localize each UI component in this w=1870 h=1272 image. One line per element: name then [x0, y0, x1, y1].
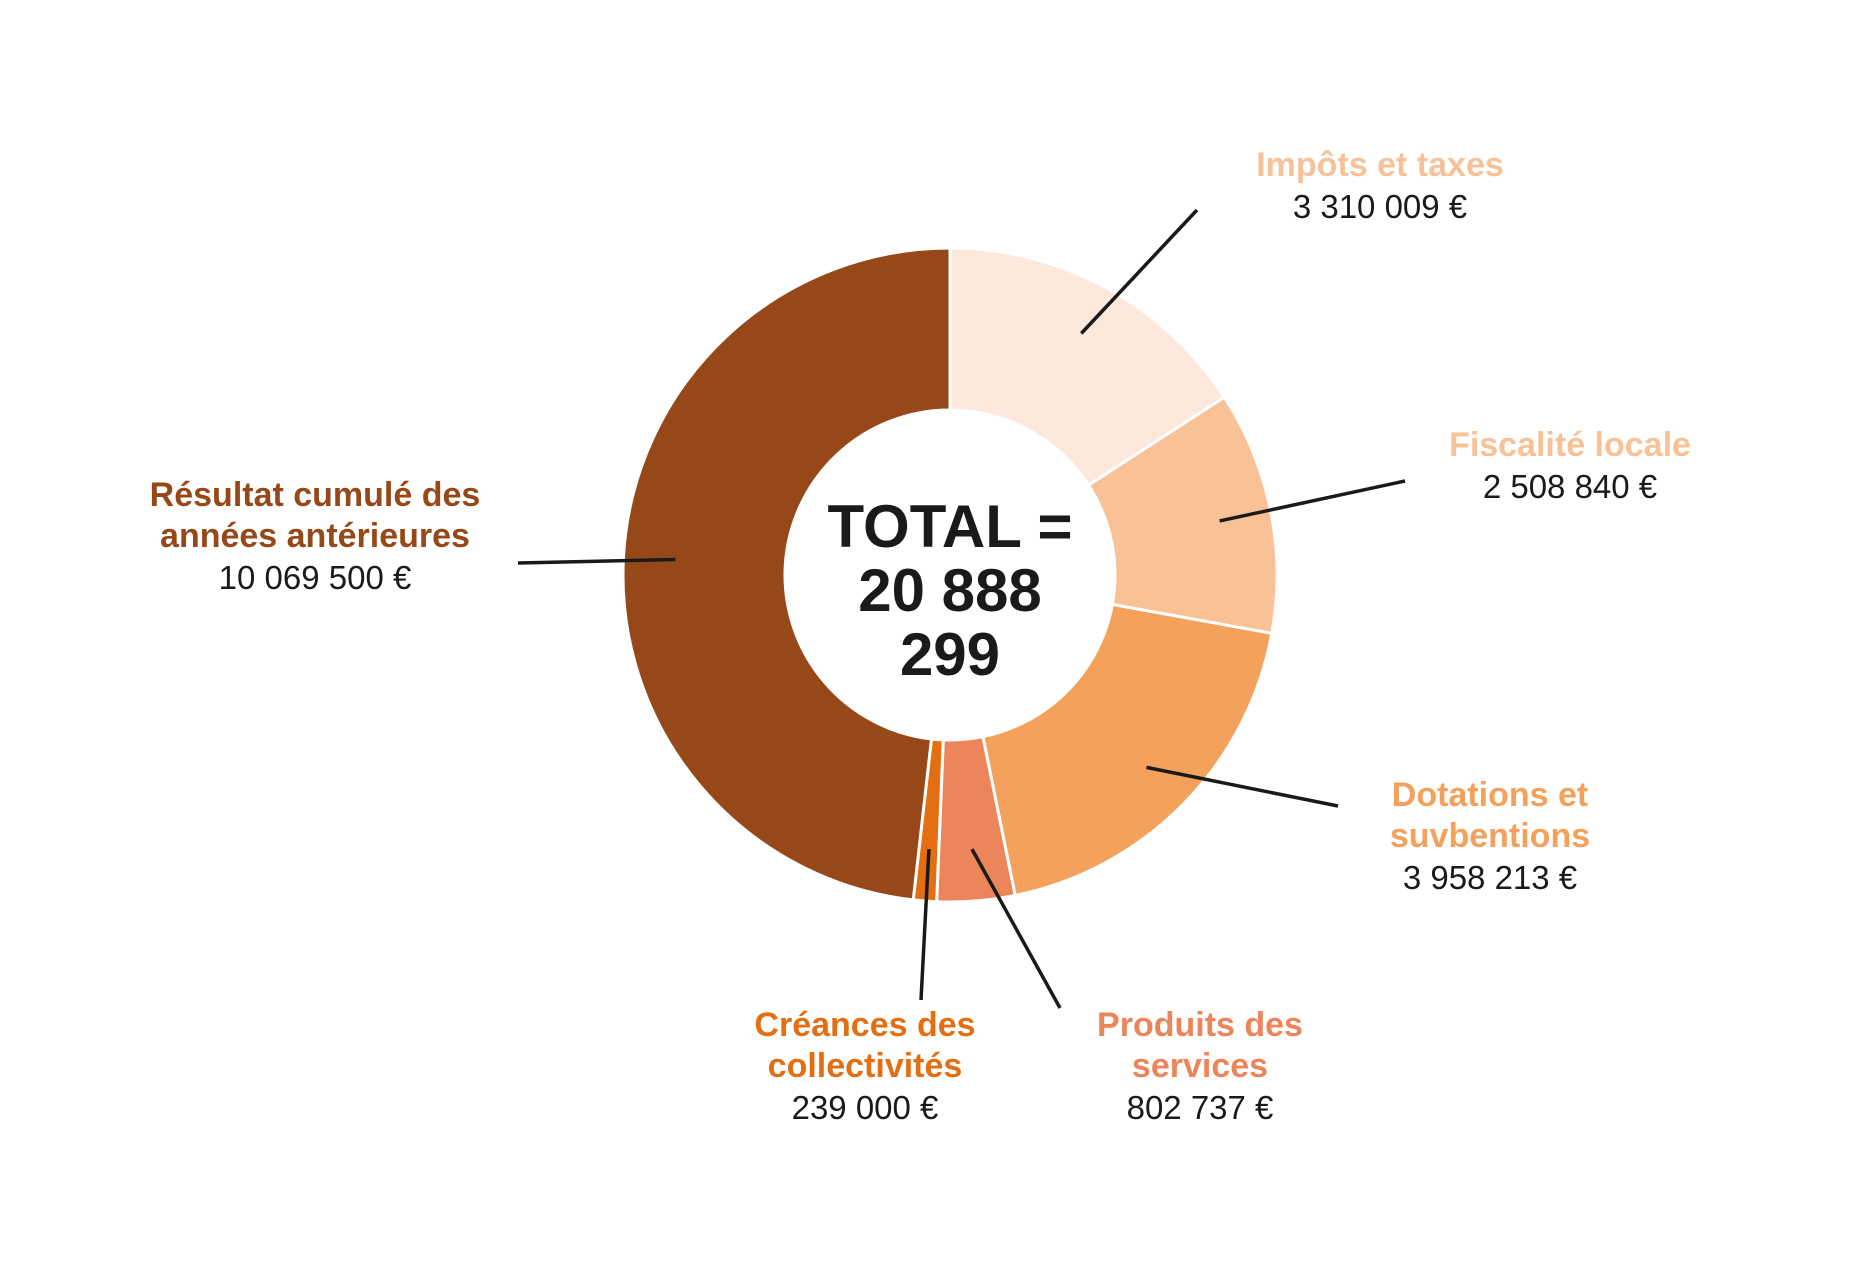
slice-value: 3 310 009 € — [1292, 188, 1468, 225]
total-title: TOTAL = — [827, 493, 1073, 560]
slice-value: 239 000 € — [791, 1089, 939, 1126]
label-impots-et-taxes: Impôts et taxes 3 310 009 € — [1200, 145, 1560, 227]
total-label: TOTAL = 20 888 299 — [800, 495, 1100, 687]
leader-line-3 — [970, 848, 1062, 1009]
leader-line-4 — [919, 849, 931, 1001]
slice-label: Produits des services — [1097, 1006, 1303, 1085]
slice-value: 2 508 840 € — [1482, 468, 1658, 505]
slice-value: 802 737 € — [1126, 1089, 1274, 1126]
leader-line-0 — [1080, 208, 1199, 335]
label-creances: Créances des collectivités 239 000 € — [720, 1005, 1010, 1128]
slice-label: Créances des collectivités — [754, 1006, 976, 1085]
slice-5 — [621, 246, 952, 902]
leader-line-1 — [1219, 479, 1406, 523]
leader-line-5 — [517, 557, 676, 565]
leader-lines — [517, 208, 1406, 1009]
slice-label: Fiscalité locale — [1449, 426, 1691, 464]
slice-0 — [948, 246, 1227, 488]
label-produits-des-services: Produits des services 802 737 € — [1060, 1005, 1340, 1128]
total-value: 20 888 299 — [858, 557, 1042, 688]
slices — [621, 246, 1279, 904]
slice-label: Dotations et suvbentions — [1389, 776, 1591, 855]
slice-2 — [981, 602, 1274, 898]
label-dotations: Dotations et suvbentions 3 958 213 € — [1320, 775, 1660, 898]
label-resultat-cumule: Résultat cumulé des années antérieures 1… — [120, 475, 510, 598]
label-fiscalite-locale: Fiscalité locale 2 508 840 € — [1400, 425, 1740, 507]
leader-line-2 — [1146, 765, 1339, 808]
slice-label: Résultat cumulé des années antérieures — [149, 476, 481, 555]
slice-value: 3 958 213 € — [1402, 859, 1578, 896]
slice-value: 10 069 500 € — [218, 559, 412, 596]
slice-1 — [1086, 395, 1279, 636]
slice-label: Impôts et taxes — [1256, 146, 1504, 184]
